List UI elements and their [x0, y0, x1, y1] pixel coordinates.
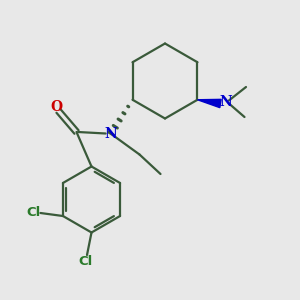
Polygon shape — [197, 99, 221, 108]
Text: O: O — [50, 100, 62, 114]
Text: Cl: Cl — [79, 255, 93, 268]
Text: N: N — [105, 127, 117, 140]
Text: Cl: Cl — [27, 206, 41, 219]
Text: N: N — [220, 95, 232, 109]
